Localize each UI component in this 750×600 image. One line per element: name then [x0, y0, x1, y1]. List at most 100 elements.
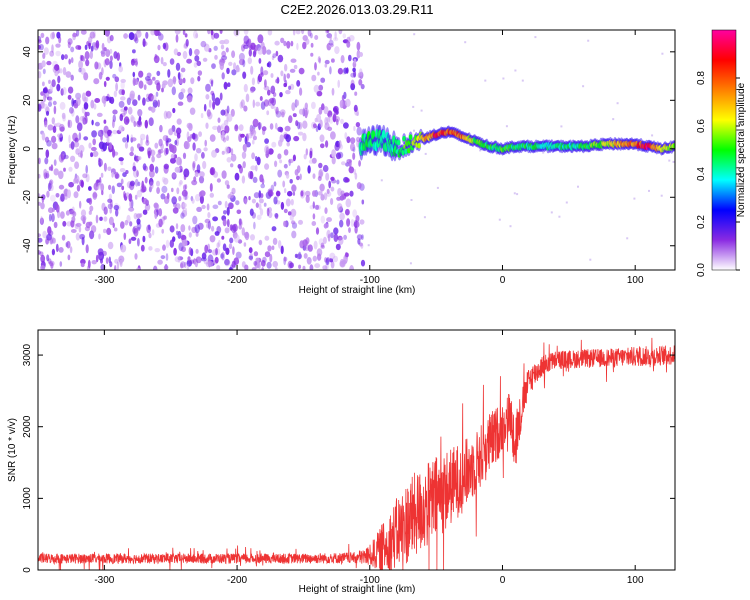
spectrogram-noise-blob — [46, 254, 50, 262]
spectrogram-noise-blob — [243, 35, 250, 44]
spectrogram-noise-blob — [326, 188, 330, 195]
spectrogram-noise-blob — [55, 204, 60, 213]
spectrogram-noise-blob — [143, 84, 147, 91]
spectrogram-noise-blob — [464, 41, 467, 44]
spectrogram-noise-blob — [68, 134, 71, 144]
spectrogram-noise-blob — [178, 195, 182, 202]
spectrogram-noise-blob — [126, 134, 129, 143]
spectrogram-noise-region — [38, 30, 675, 270]
spectrogram-noise-blob — [83, 96, 87, 104]
spectrogram-noise-blob — [226, 206, 230, 216]
spectrogram-noise-blob — [326, 116, 331, 123]
spectrogram-noise-blob — [280, 245, 284, 255]
spectrogram-noise-blob — [148, 177, 154, 186]
spectrogram-noise-blob — [252, 135, 257, 141]
spectrogram-noise-blob — [304, 102, 308, 110]
spectrogram-noise-blob — [105, 76, 110, 81]
spectrogram-noise-blob — [184, 261, 187, 269]
spectrogram-noise-blob — [289, 214, 294, 221]
spectrogram-noise-blob — [40, 215, 43, 224]
spectrogram-noise-blob — [267, 30, 273, 36]
spectrogram-noise-blob — [129, 221, 133, 227]
spectrogram-noise-blob — [266, 110, 270, 116]
spectrogram-noise-blob — [145, 97, 151, 103]
spectrogram-noise-blob — [128, 193, 133, 202]
spectrogram-noise-blob — [152, 265, 158, 270]
spectrogram-noise-blob — [241, 175, 246, 184]
spectrogram-noise-blob — [42, 81, 45, 87]
spectrogram-noise-blob — [345, 252, 349, 258]
spectrogram-noise-blob — [48, 101, 52, 107]
spectrogram-noise-blob — [183, 168, 190, 178]
spectrogram-noise-blob — [222, 243, 227, 251]
spectrogram-noise-blob — [215, 247, 218, 256]
spectrogram-noise-blob — [217, 125, 221, 133]
spectrogram-noise-blob — [59, 261, 63, 267]
spectrogram-noise-blob — [40, 202, 45, 210]
spectrogram-noise-blob — [314, 62, 317, 71]
spectrogram-noise-blob — [264, 138, 269, 144]
spectrogram-noise-blob — [301, 30, 305, 35]
spectrogram-noise-blob — [293, 64, 298, 70]
spectrogram-noise-blob — [291, 220, 296, 225]
spectrogram-noise-blob — [84, 44, 88, 50]
spectrogram-noise-blob — [295, 30, 301, 35]
spectrogram-noise-blob — [109, 261, 113, 268]
spectrogram-noise-blob — [142, 38, 146, 48]
spectrogram-noise-blob — [166, 192, 170, 200]
spectrogram-noise-blob — [291, 184, 296, 192]
spectrogram-noise-blob — [352, 67, 356, 73]
spectrogram-noise-blob — [76, 30, 80, 37]
snr-frame — [37, 329, 676, 571]
spectrogram-noise-blob — [209, 134, 216, 142]
spectrogram-noise-blob — [155, 91, 159, 97]
spectrogram-noise-blob — [130, 236, 137, 241]
spectrogram-noise-blob — [249, 127, 255, 134]
spectrogram-noise-blob — [201, 252, 207, 260]
spectrogram-noise-blob — [82, 56, 86, 62]
spectrogram-noise-blob — [313, 84, 320, 93]
spectrogram-noise-blob — [52, 125, 57, 133]
spectrogram-noise-blob — [134, 154, 137, 162]
spectrogram-noise-blob — [353, 125, 356, 132]
spectrogram-noise-blob — [302, 265, 306, 270]
spectrogram-noise-blob — [185, 39, 189, 47]
spectrogram-noise-blob — [243, 83, 248, 93]
spectrogram-x-tick-label: 0 — [500, 275, 506, 286]
spectrogram-noise-blob — [171, 172, 177, 178]
spectrogram-noise-blob — [323, 223, 329, 229]
spectrogram-noise-blob — [158, 218, 163, 228]
spectrogram-noise-blob — [221, 251, 225, 261]
spectrogram-noise-blob — [352, 209, 358, 218]
spectrogram-y-tick-label: 0 — [22, 146, 33, 152]
spectrogram-noise-blob — [84, 51, 90, 60]
spectrogram-noise-blob — [358, 79, 363, 86]
spectrogram-noise-blob — [47, 182, 52, 192]
spectrogram-noise-blob — [158, 33, 164, 41]
spectrogram-noise-blob — [268, 148, 274, 155]
spectrogram-noise-blob — [113, 90, 118, 98]
spectrogram-noise-blob — [128, 207, 135, 212]
spectrogram-noise-blob — [85, 59, 90, 67]
spectrogram-noise-blob — [38, 44, 41, 50]
spectrogram-noise-blob — [159, 124, 163, 133]
spectrogram-noise-blob — [333, 37, 339, 42]
spectrogram-noise-blob — [208, 99, 212, 109]
spectrogram-noise-blob — [317, 191, 323, 196]
spectrogram-noise-blob — [69, 209, 75, 216]
spectrogram-ridge-cell — [396, 139, 401, 146]
spectrogram-noise-blob — [356, 234, 363, 241]
spectrogram-noise-blob — [241, 227, 245, 236]
spectrogram-noise-blob — [356, 41, 361, 51]
spectrogram-noise-blob — [165, 111, 172, 119]
spectrogram-noise-blob — [94, 98, 101, 103]
spectrogram-noise-blob — [127, 106, 133, 115]
spectrogram-noise-blob — [187, 256, 191, 262]
spectrogram-noise-blob — [286, 40, 291, 49]
spectrogram-noise-blob — [296, 42, 299, 51]
spectrogram-noise-blob — [283, 256, 288, 262]
spectrogram-noise-blob — [188, 225, 191, 231]
spectrogram-noise-blob — [206, 109, 211, 117]
spectrogram-noise-blob — [61, 112, 66, 120]
spectrogram-noise-blob — [213, 45, 218, 51]
